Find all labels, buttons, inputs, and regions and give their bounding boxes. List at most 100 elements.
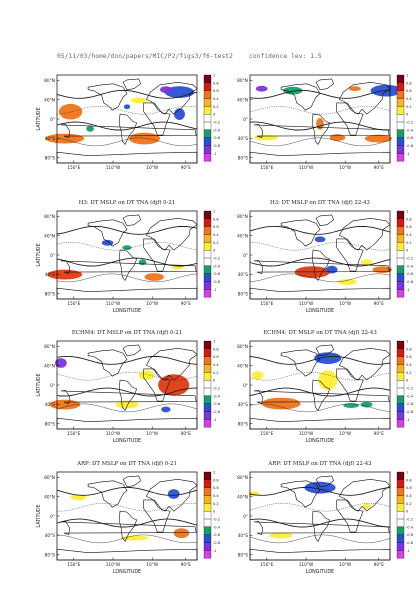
- coastline-greenland: [315, 344, 334, 357]
- correlation-patch: [160, 86, 172, 94]
- colorbar-swatch: [396, 550, 405, 559]
- lat-tick-label: 80°S: [45, 553, 56, 559]
- lat-tick-label: 80°N: [237, 214, 248, 220]
- lat-tick-label: 40°N: [237, 363, 248, 369]
- colorbar-tick-label: -0.2: [406, 257, 413, 261]
- colorbar-swatch: [396, 289, 405, 298]
- contour-line: [249, 121, 391, 131]
- correlation-patch: [138, 259, 147, 266]
- colorbar-swatch: [203, 526, 212, 535]
- lat-tick-label: 0°: [50, 117, 55, 123]
- colorbar-tick-label: 0.4: [406, 97, 412, 101]
- colorbar-tick-label: -0.4: [406, 264, 414, 268]
- lat-tick-label: 80°S: [238, 553, 249, 559]
- contour-line: [249, 241, 391, 251]
- colorbar-swatch: [203, 542, 212, 551]
- colorbar-tick-label: 1: [406, 74, 408, 78]
- lon-tick-label: 90°E: [181, 301, 192, 307]
- colorbar-swatch: [396, 226, 405, 235]
- correlation-patch: [174, 108, 185, 120]
- coastline-north-america: [87, 349, 128, 377]
- lat-tick-label: 0°: [50, 253, 55, 259]
- colorbar-swatch: [203, 106, 212, 115]
- colorbar-tick-label: -1: [406, 152, 410, 156]
- correlation-patch: [251, 371, 264, 380]
- coastline-greenland: [315, 214, 334, 227]
- colorbar-tick-label: 0.6: [213, 486, 219, 490]
- correlation-map: 80°N 40°N 0° 40°S 80°S 150°E 110°W 10°W 90°E LATI…: [36, 471, 221, 576]
- panel-caption: ECHM4: DT MSLP on DT TNA (djf) 22-43: [263, 330, 377, 336]
- colorbar-swatch: [396, 90, 405, 99]
- lon-tick-label: 150°E: [260, 431, 273, 437]
- lat-tick-label: 40°N: [237, 494, 248, 500]
- y-axis-label: LATITUDE: [36, 504, 42, 527]
- colorbar-swatch: [203, 218, 212, 227]
- colorbar-swatch: [203, 114, 212, 123]
- colorbar-tick-label: -1: [213, 418, 217, 422]
- colorbar-tick-label: -0.2: [213, 518, 220, 522]
- correlation-patch: [138, 370, 155, 381]
- colorbar-tick-label: -0.6: [406, 272, 414, 276]
- y-axis-label: LATITUDE: [36, 373, 42, 396]
- colorbar-tick-label: 1: [406, 210, 408, 214]
- contour-line: [249, 137, 391, 147]
- lon-tick-label: 110°W: [299, 301, 314, 307]
- map-panel: 80°N 40°N 0° 40°S 80°S 150°E 110°W 10°W 90°E LATI…: [36, 471, 221, 576]
- colorbar-tick-label: 0.6: [406, 355, 412, 359]
- colorbar-tick-label: 0.2: [406, 105, 412, 109]
- correlation-patch: [316, 118, 324, 130]
- coastline-greenland: [122, 214, 141, 227]
- colorbar-swatch: [203, 234, 212, 243]
- colorbar-swatch: [203, 411, 212, 420]
- colorbar-tick-label: 1: [213, 340, 215, 344]
- colorbar-tick-label: 0: [406, 510, 409, 514]
- contour-line: [249, 486, 391, 496]
- colorbar-tick-label: 0.4: [406, 363, 412, 367]
- correlation-patch: [269, 532, 293, 539]
- colorbar-tick-label: 0.6: [213, 355, 219, 359]
- colorbar-swatch: [396, 218, 405, 227]
- colorbar-swatch: [396, 372, 405, 381]
- colorbar-tick-label: 1: [213, 74, 215, 78]
- colorbar-swatch: [396, 98, 405, 107]
- coastline-europe-asia: [338, 81, 391, 115]
- contour-line: [56, 518, 198, 528]
- contour-line: [249, 273, 391, 283]
- colorbar-swatch: [203, 487, 212, 496]
- correlation-patch: [123, 104, 131, 110]
- panel-caption: ARP: DT MSLP on DT TNA (djf) 22-43: [268, 461, 372, 467]
- colorbar-swatch: [203, 495, 212, 504]
- correlation-patch: [314, 236, 326, 243]
- panel-caption: ECHM4: DT MSLP on DT TNA (djf) 0-21: [71, 330, 183, 336]
- colorbar-swatch: [203, 257, 212, 267]
- colorbar-tick-label: 0: [406, 379, 409, 383]
- colorbar-tick-label: -0.6: [213, 136, 221, 140]
- lat-tick-label: 80°N: [44, 344, 55, 350]
- lat-tick-label: 40°S: [45, 272, 56, 278]
- correlation-patch: [115, 400, 139, 409]
- colorbar-swatch: [396, 395, 405, 404]
- map-panel: 80°N 40°N 0° 40°S 80°S 150°E 110°W 10°W 90°E LATI…: [36, 340, 221, 445]
- correlation-patch: [253, 134, 278, 141]
- coastline-africa: [336, 499, 364, 533]
- colorbar-swatch: [203, 98, 212, 107]
- colorbar-tick-label: -0.6: [406, 533, 414, 537]
- colorbar-swatch: [203, 82, 212, 91]
- correlation-patch: [70, 494, 87, 501]
- colorbar-swatch: [396, 479, 405, 488]
- colorbar-swatch: [203, 145, 212, 154]
- correlation-patch: [130, 97, 147, 104]
- colorbar-tick-label: 0.2: [406, 371, 412, 375]
- lon-tick-label: 110°W: [299, 431, 314, 437]
- colorbar-tick-label: -0.2: [406, 121, 413, 125]
- x-axis-label: LONGITUDE: [306, 569, 334, 575]
- lat-tick-label: 80°N: [237, 475, 248, 481]
- colorbar-swatch: [203, 356, 212, 365]
- colorbar-swatch: [396, 250, 405, 259]
- coastline-australia: [253, 390, 390, 404]
- colorbar-tick-label: 0.8: [406, 347, 412, 351]
- coastline-greenland: [122, 475, 141, 488]
- colorbar-swatch: [203, 265, 212, 274]
- contour-line: [56, 89, 198, 99]
- map-panel: 80°N 40°N 0° 40°S 80°S 150°E 110°W 10°W 90°E LATI…: [36, 74, 221, 172]
